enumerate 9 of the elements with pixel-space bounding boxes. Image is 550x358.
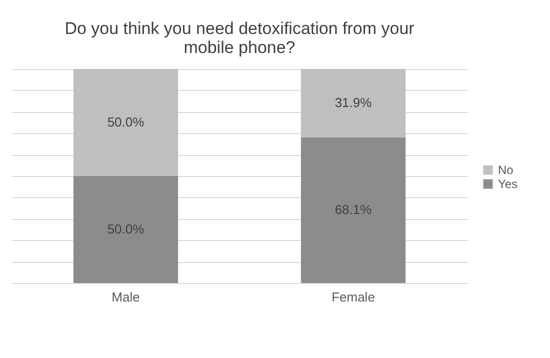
x-tick-label: Male bbox=[112, 290, 140, 304]
chart-title: Do you think you need detoxification from your mobile phone? bbox=[64, 19, 415, 57]
data-label: 68.1% bbox=[334, 202, 372, 218]
data-label: 50.0% bbox=[107, 114, 145, 130]
x-tick-label: Female bbox=[332, 290, 375, 304]
data-label: 31.9% bbox=[334, 95, 372, 110]
data-label: 50.0% bbox=[107, 222, 145, 236]
legend-label: Yes bbox=[498, 177, 518, 191]
legend-label: No bbox=[498, 163, 514, 177]
